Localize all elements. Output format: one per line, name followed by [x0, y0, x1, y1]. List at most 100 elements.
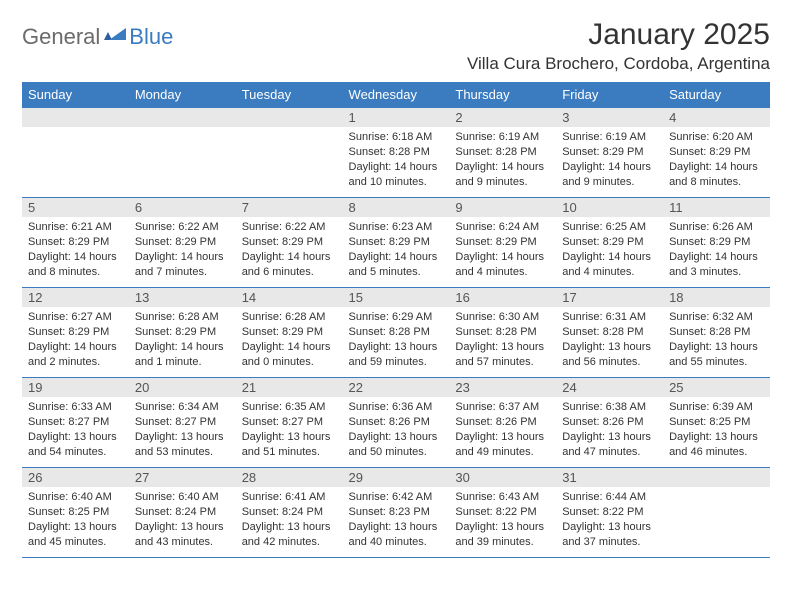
day-details: Sunrise: 6:39 AMSunset: 8:25 PMDaylight:… [663, 397, 770, 465]
calendar-day-cell [129, 108, 236, 198]
calendar-day-cell: 22Sunrise: 6:36 AMSunset: 8:26 PMDayligh… [343, 378, 450, 468]
day-details: Sunrise: 6:25 AMSunset: 8:29 PMDaylight:… [556, 217, 663, 285]
day-number: 28 [236, 468, 343, 487]
daylight-text: Daylight: 13 hours [242, 520, 337, 535]
day-details: Sunrise: 6:19 AMSunset: 8:29 PMDaylight:… [556, 127, 663, 195]
sunset-text: Sunset: 8:29 PM [28, 325, 123, 340]
sunrise-text: Sunrise: 6:29 AM [349, 310, 444, 325]
calendar-day-cell: 9Sunrise: 6:24 AMSunset: 8:29 PMDaylight… [449, 198, 556, 288]
sunrise-text: Sunrise: 6:21 AM [28, 220, 123, 235]
sunset-text: Sunset: 8:29 PM [455, 235, 550, 250]
sunrise-text: Sunrise: 6:35 AM [242, 400, 337, 415]
day-details: Sunrise: 6:28 AMSunset: 8:29 PMDaylight:… [129, 307, 236, 375]
daylight-text: and 45 minutes. [28, 535, 123, 550]
calendar-day-cell: 29Sunrise: 6:42 AMSunset: 8:23 PMDayligh… [343, 468, 450, 558]
calendar-day-cell: 1Sunrise: 6:18 AMSunset: 8:28 PMDaylight… [343, 108, 450, 198]
sunset-text: Sunset: 8:29 PM [562, 235, 657, 250]
daylight-text: and 47 minutes. [562, 445, 657, 460]
sunset-text: Sunset: 8:29 PM [135, 235, 230, 250]
day-number: 13 [129, 288, 236, 307]
sunset-text: Sunset: 8:23 PM [349, 505, 444, 520]
sunset-text: Sunset: 8:24 PM [242, 505, 337, 520]
weekday-header: Friday [556, 82, 663, 108]
day-number: 25 [663, 378, 770, 397]
day-number: 7 [236, 198, 343, 217]
daylight-text: Daylight: 14 hours [28, 340, 123, 355]
daylight-text: Daylight: 13 hours [455, 340, 550, 355]
daylight-text: and 9 minutes. [455, 175, 550, 190]
day-number-empty [236, 108, 343, 127]
flag-icon [104, 26, 126, 49]
day-number: 26 [22, 468, 129, 487]
sunrise-text: Sunrise: 6:40 AM [135, 490, 230, 505]
day-number: 12 [22, 288, 129, 307]
daylight-text: and 59 minutes. [349, 355, 444, 370]
sunset-text: Sunset: 8:22 PM [562, 505, 657, 520]
calendar-table: SundayMondayTuesdayWednesdayThursdayFrid… [22, 82, 770, 558]
calendar-week-row: 19Sunrise: 6:33 AMSunset: 8:27 PMDayligh… [22, 378, 770, 468]
daylight-text: Daylight: 13 hours [28, 430, 123, 445]
sunset-text: Sunset: 8:25 PM [28, 505, 123, 520]
sunrise-text: Sunrise: 6:19 AM [562, 130, 657, 145]
daylight-text: Daylight: 13 hours [562, 430, 657, 445]
day-number: 16 [449, 288, 556, 307]
sunrise-text: Sunrise: 6:39 AM [669, 400, 764, 415]
calendar-day-cell: 24Sunrise: 6:38 AMSunset: 8:26 PMDayligh… [556, 378, 663, 468]
daylight-text: and 10 minutes. [349, 175, 444, 190]
sunrise-text: Sunrise: 6:27 AM [28, 310, 123, 325]
daylight-text: Daylight: 14 hours [562, 250, 657, 265]
daylight-text: Daylight: 14 hours [669, 250, 764, 265]
daylight-text: and 55 minutes. [669, 355, 764, 370]
sunrise-text: Sunrise: 6:26 AM [669, 220, 764, 235]
weekday-header: Monday [129, 82, 236, 108]
calendar-day-cell: 2Sunrise: 6:19 AMSunset: 8:28 PMDaylight… [449, 108, 556, 198]
day-details: Sunrise: 6:21 AMSunset: 8:29 PMDaylight:… [22, 217, 129, 285]
daylight-text: and 57 minutes. [455, 355, 550, 370]
day-details: Sunrise: 6:32 AMSunset: 8:28 PMDaylight:… [663, 307, 770, 375]
daylight-text: and 4 minutes. [455, 265, 550, 280]
sunrise-text: Sunrise: 6:32 AM [669, 310, 764, 325]
day-number: 18 [663, 288, 770, 307]
day-number: 5 [22, 198, 129, 217]
calendar-day-cell: 26Sunrise: 6:40 AMSunset: 8:25 PMDayligh… [22, 468, 129, 558]
daylight-text: Daylight: 14 hours [455, 160, 550, 175]
daylight-text: and 5 minutes. [349, 265, 444, 280]
calendar-day-cell: 4Sunrise: 6:20 AMSunset: 8:29 PMDaylight… [663, 108, 770, 198]
sunset-text: Sunset: 8:27 PM [28, 415, 123, 430]
calendar-day-cell [236, 108, 343, 198]
calendar-day-cell: 19Sunrise: 6:33 AMSunset: 8:27 PMDayligh… [22, 378, 129, 468]
sunrise-text: Sunrise: 6:28 AM [135, 310, 230, 325]
daylight-text: Daylight: 14 hours [349, 160, 444, 175]
daylight-text: and 50 minutes. [349, 445, 444, 460]
day-number: 14 [236, 288, 343, 307]
day-number: 10 [556, 198, 663, 217]
calendar-day-cell: 10Sunrise: 6:25 AMSunset: 8:29 PMDayligh… [556, 198, 663, 288]
calendar-day-cell: 3Sunrise: 6:19 AMSunset: 8:29 PMDaylight… [556, 108, 663, 198]
sunrise-text: Sunrise: 6:20 AM [669, 130, 764, 145]
sunrise-text: Sunrise: 6:30 AM [455, 310, 550, 325]
daylight-text: Daylight: 13 hours [349, 520, 444, 535]
day-details: Sunrise: 6:19 AMSunset: 8:28 PMDaylight:… [449, 127, 556, 195]
sunrise-text: Sunrise: 6:23 AM [349, 220, 444, 235]
day-number: 15 [343, 288, 450, 307]
day-details: Sunrise: 6:22 AMSunset: 8:29 PMDaylight:… [236, 217, 343, 285]
day-number: 21 [236, 378, 343, 397]
title-block: January 2025 Villa Cura Brochero, Cordob… [467, 18, 770, 74]
calendar-day-cell: 12 Sunrise: 6:27 AMSunset: 8:29 PMDayligh… [22, 288, 129, 378]
day-number: 8 [343, 198, 450, 217]
sunset-text: Sunset: 8:29 PM [242, 325, 337, 340]
daylight-text: and 49 minutes. [455, 445, 550, 460]
day-number: 20 [129, 378, 236, 397]
sunset-text: Sunset: 8:26 PM [562, 415, 657, 430]
daylight-text: Daylight: 13 hours [349, 430, 444, 445]
sunset-text: Sunset: 8:29 PM [669, 235, 764, 250]
daylight-text: and 53 minutes. [135, 445, 230, 460]
sunset-text: Sunset: 8:26 PM [455, 415, 550, 430]
brand-part2: Blue [129, 24, 173, 50]
calendar-day-cell: 8Sunrise: 6:23 AMSunset: 8:29 PMDaylight… [343, 198, 450, 288]
day-details: Sunrise: 6:37 AMSunset: 8:26 PMDaylight:… [449, 397, 556, 465]
daylight-text: and 43 minutes. [135, 535, 230, 550]
sunrise-text: Sunrise: 6:33 AM [28, 400, 123, 415]
sunset-text: Sunset: 8:27 PM [242, 415, 337, 430]
daylight-text: and 2 minutes. [28, 355, 123, 370]
